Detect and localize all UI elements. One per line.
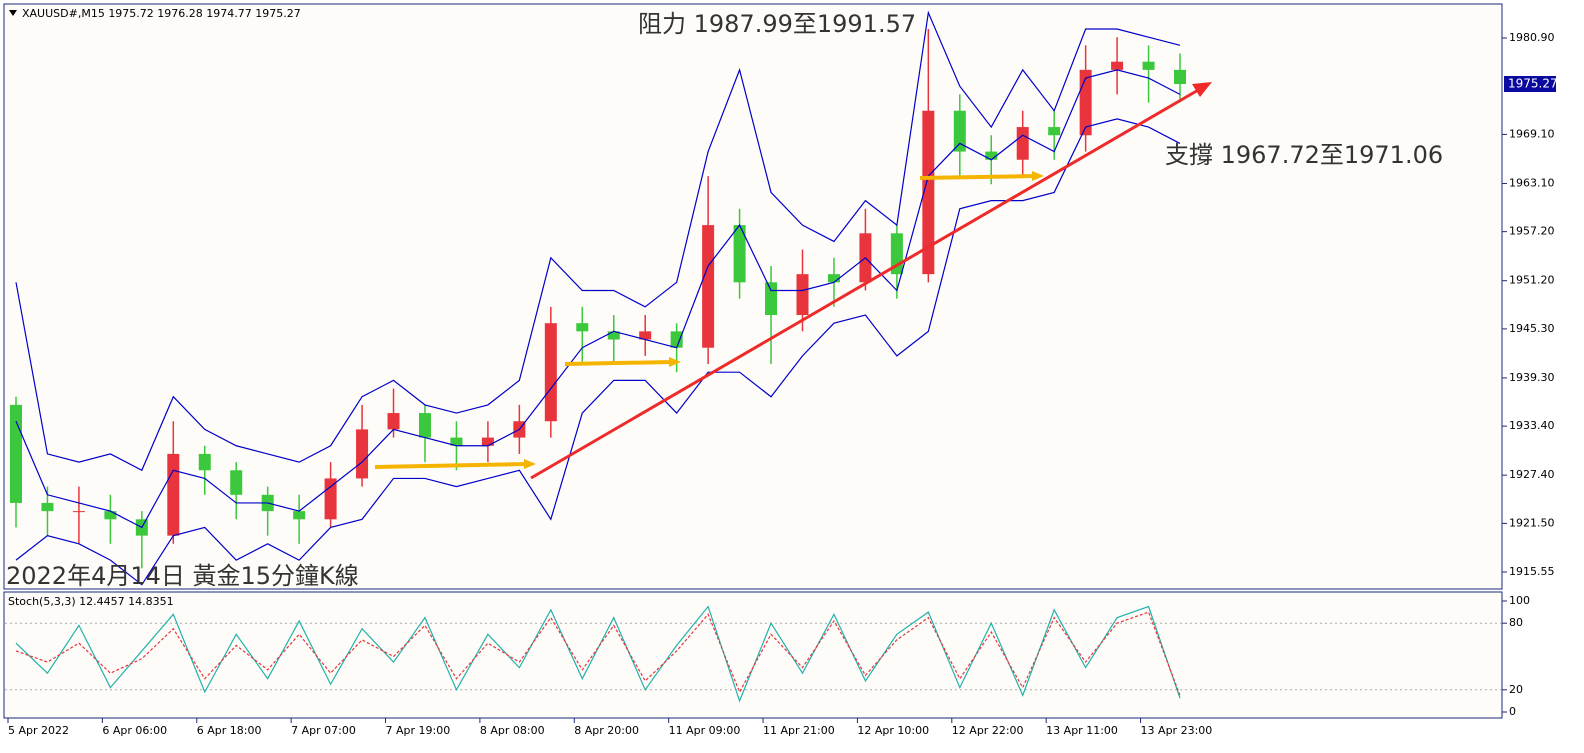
x-tick-label: 6 Apr 18:00 bbox=[197, 724, 262, 737]
x-tick-label: 6 Apr 06:00 bbox=[102, 724, 167, 737]
candle-body bbox=[481, 437, 494, 446]
candle-body bbox=[1111, 61, 1124, 70]
support-arrows bbox=[374, 171, 1044, 469]
x-tick-label: 12 Apr 10:00 bbox=[857, 724, 929, 737]
chart-title: XAUUSD#,M15 1975.72 1976.28 1974.77 1975… bbox=[22, 7, 301, 20]
candle-body bbox=[765, 282, 778, 316]
candle-body bbox=[953, 110, 966, 152]
candle-body bbox=[922, 110, 935, 275]
candle-body bbox=[639, 331, 652, 340]
annotation: 2022年4月14日 黃金15分鐘K線 bbox=[6, 562, 359, 590]
x-tick-label: 7 Apr 19:00 bbox=[386, 724, 451, 737]
y-tick-label: 1921.50 bbox=[1509, 516, 1555, 529]
x-tick-label: 11 Apr 09:00 bbox=[669, 724, 741, 737]
stoch-panel bbox=[3, 591, 1503, 719]
candle-body bbox=[796, 274, 809, 316]
y-tick-label: 1980.90 bbox=[1509, 31, 1555, 44]
bollinger-middle bbox=[15, 69, 1181, 529]
x-tick-label: 13 Apr 23:00 bbox=[1141, 724, 1213, 737]
y-tick-label: 1927.40 bbox=[1509, 468, 1555, 481]
candle-body bbox=[1174, 69, 1187, 84]
dropdown-icon[interactable] bbox=[9, 10, 17, 16]
candle-body bbox=[324, 478, 337, 520]
candle-body bbox=[985, 151, 998, 160]
y-tick-label: 0 bbox=[1509, 705, 1516, 718]
current-price-box bbox=[1504, 75, 1556, 92]
y-tick-label: 20 bbox=[1509, 683, 1523, 696]
bollinger-lower bbox=[15, 118, 1181, 586]
candle-body bbox=[1016, 127, 1029, 160]
current-price-label: 1975.27 bbox=[1508, 76, 1558, 90]
stoch-line bbox=[15, 611, 1181, 696]
arrow-head bbox=[669, 357, 681, 367]
candle-body bbox=[1142, 61, 1155, 70]
x-tick-label: 5 Apr 2022 bbox=[8, 724, 69, 737]
y-tick-label: 1951.20 bbox=[1509, 274, 1555, 287]
price-plot bbox=[10, 10, 1187, 586]
candle-body bbox=[198, 453, 211, 471]
candle-body bbox=[167, 453, 180, 536]
y-tick-label: 1933.40 bbox=[1509, 419, 1555, 432]
candle-body bbox=[41, 502, 54, 512]
x-tick-label: 11 Apr 21:00 bbox=[763, 724, 835, 737]
y-tick-label: 1945.30 bbox=[1509, 322, 1555, 335]
candle-body bbox=[827, 274, 840, 283]
candle-body bbox=[230, 470, 243, 495]
x-tick-label: 12 Apr 22:00 bbox=[952, 724, 1024, 737]
annotation: 阻力 1987.99至1991.57 bbox=[638, 10, 916, 38]
candle-body bbox=[576, 323, 589, 332]
arrow-head bbox=[524, 459, 536, 469]
candle-body bbox=[450, 437, 463, 446]
candle-body bbox=[418, 413, 431, 438]
candle-body bbox=[544, 323, 557, 422]
candle-body bbox=[670, 331, 683, 348]
candle-body bbox=[733, 225, 746, 283]
candle-body bbox=[1048, 127, 1061, 136]
candle-body bbox=[356, 429, 369, 479]
y-tick-label: 1915.55 bbox=[1509, 565, 1555, 578]
candle-body bbox=[702, 225, 715, 348]
y-tick-label: 1969.10 bbox=[1509, 127, 1555, 140]
y-tick-label: 80 bbox=[1509, 616, 1523, 629]
candle-body bbox=[10, 404, 22, 503]
stoch-plot bbox=[5, 605, 1501, 703]
bollinger-upper bbox=[15, 10, 1181, 472]
stoch-title: Stoch(5,3,3) 12.4457 14.8351 bbox=[8, 595, 174, 608]
candle-body bbox=[387, 413, 400, 430]
candle-body bbox=[293, 511, 306, 520]
arrow bbox=[374, 462, 529, 469]
x-tick-label: 7 Apr 07:00 bbox=[291, 724, 356, 737]
y-tick-label: 1963.10 bbox=[1509, 176, 1555, 189]
arrow bbox=[564, 360, 674, 366]
candle-body bbox=[607, 331, 620, 340]
price-panel bbox=[3, 3, 1503, 590]
candle-body bbox=[72, 511, 85, 513]
y-tick-label: 100 bbox=[1509, 594, 1530, 607]
arrow bbox=[919, 174, 1037, 180]
annotation: 支撐 1967.72至1971.06 bbox=[1165, 141, 1443, 169]
x-tick-label: 13 Apr 11:00 bbox=[1046, 724, 1118, 737]
trend-line bbox=[530, 87, 1201, 480]
arrow-head bbox=[1032, 171, 1044, 181]
y-tick-label: 1957.20 bbox=[1509, 225, 1555, 238]
x-tick-label: 8 Apr 20:00 bbox=[574, 724, 639, 737]
x-tick-label: 8 Apr 08:00 bbox=[480, 724, 545, 737]
y-tick-label: 1939.30 bbox=[1509, 371, 1555, 384]
candle-body bbox=[104, 511, 117, 520]
trend-arrow-head bbox=[1192, 82, 1212, 97]
